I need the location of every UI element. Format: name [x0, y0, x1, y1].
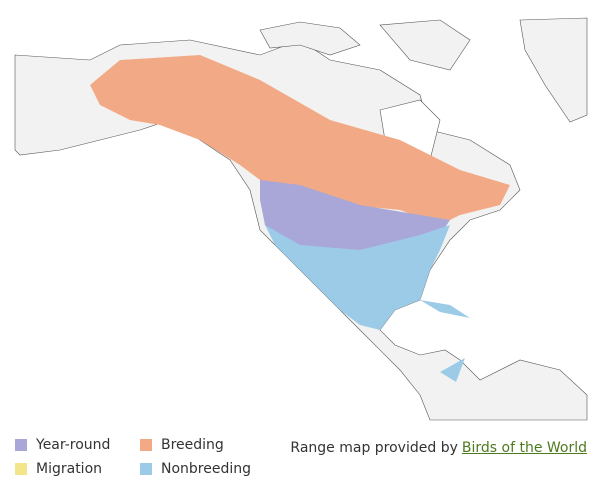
greenland	[519, 17, 588, 123]
legend-item: Migration	[15, 461, 102, 477]
ranges	[90, 55, 510, 382]
legend-label: Breeding	[161, 437, 224, 453]
legend-swatch	[140, 439, 152, 451]
map	[14, 17, 588, 421]
legend-swatch	[15, 463, 27, 475]
legend-label: Nonbreeding	[161, 461, 252, 477]
attribution: Range map provided by Birds of the World	[290, 440, 587, 456]
legend-swatch	[15, 439, 27, 451]
year-round-range	[260, 180, 450, 255]
legend-item: Year-round	[15, 437, 110, 453]
legend-label: Year-round	[36, 437, 111, 453]
nonbreeding-range	[265, 225, 470, 382]
attribution-link[interactable]: Birds of the World	[461, 440, 587, 456]
legend-label: Migration	[36, 461, 103, 477]
attribution-text: Range map provided by	[290, 440, 458, 456]
legend-item: Nonbreeding	[140, 461, 251, 477]
legend-item: Breeding	[140, 437, 224, 453]
legend-swatch	[140, 463, 152, 475]
breeding-range	[90, 55, 510, 225]
arctic-islands	[259, 19, 471, 71]
legend: Year-round Migration Breeding Nonbreedin…	[15, 437, 275, 487]
